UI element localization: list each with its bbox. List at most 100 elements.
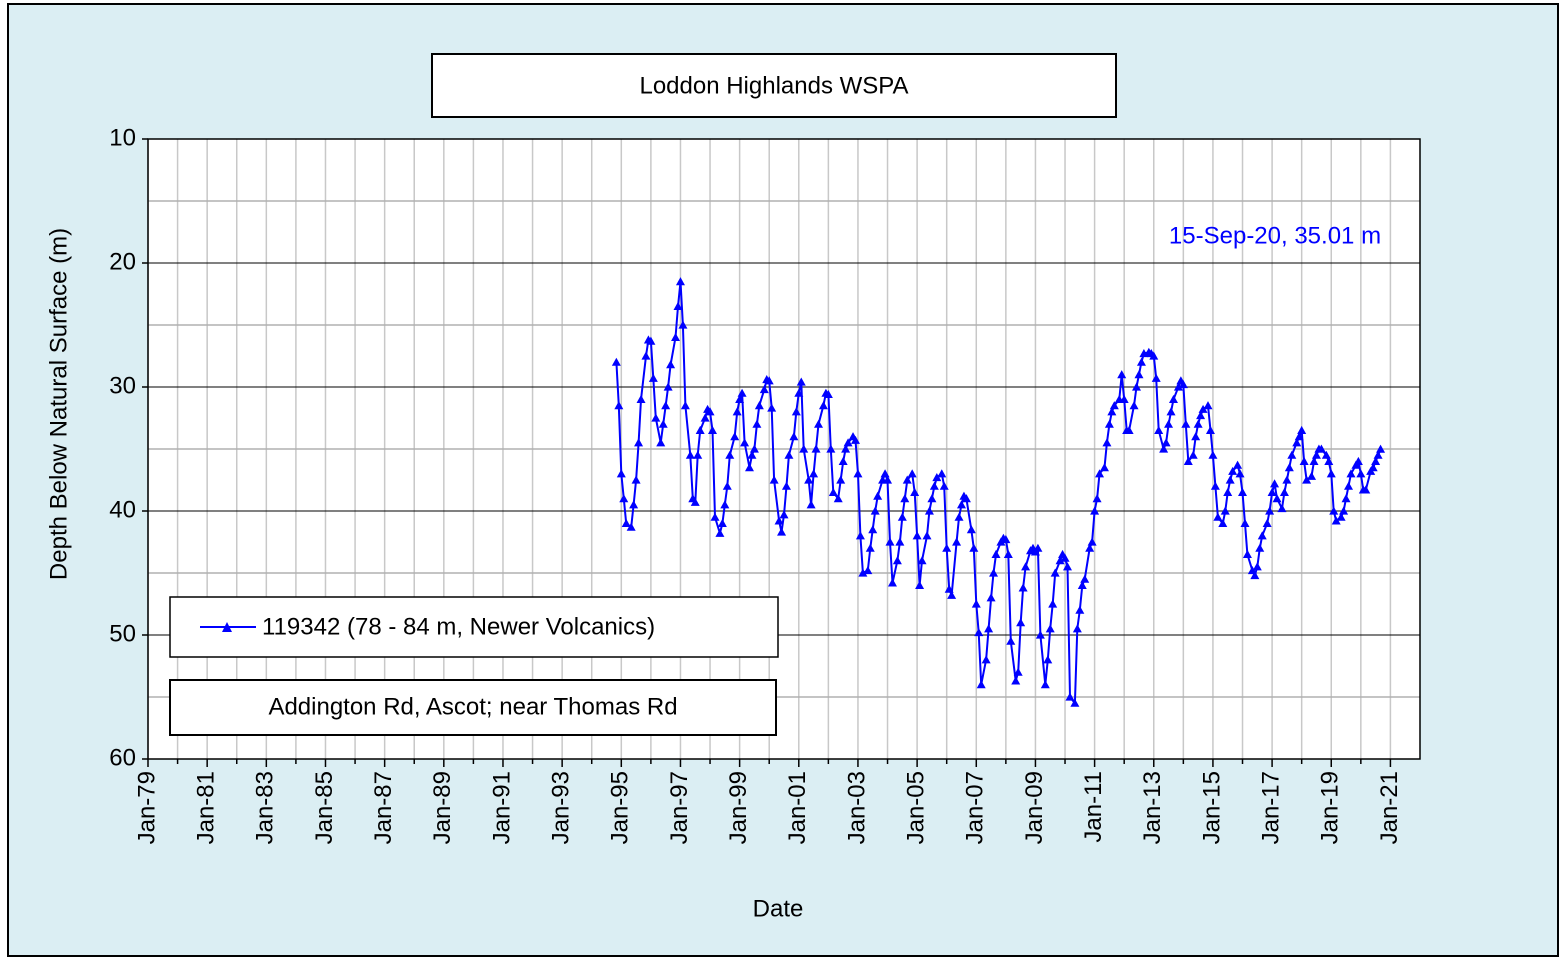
data-point [1282,475,1292,484]
x-tick-label: Jan-89 [429,771,456,844]
data-point [1099,463,1109,472]
data-point [1191,432,1201,441]
data-point [693,450,703,459]
data-point [1129,401,1139,410]
data-point [626,522,636,531]
data-point [1151,373,1161,382]
data-point [1016,618,1026,627]
data-point [1072,624,1082,633]
data-point [1210,481,1220,490]
data-point [1307,471,1317,480]
data-point [1006,636,1016,645]
data-point [796,377,806,386]
data-point [710,512,720,521]
data-point [971,599,981,608]
data-point [1331,516,1341,525]
data-point [961,494,971,503]
data-point [809,469,819,478]
data-point [1021,562,1031,571]
data-point [1233,460,1243,469]
data-point [811,444,821,453]
data-point [1255,543,1265,552]
data-point [984,624,994,633]
subtitle: Addington Rd, Ascot; near Thomas Rd [268,693,677,720]
data-point [1181,419,1191,428]
y-axis-label: Depth Below Natural Surface (m) [45,228,72,580]
data-point [1085,543,1095,552]
data-point [1045,624,1055,633]
x-axis-label: Date [753,895,804,922]
data-point [708,425,718,434]
data-point [1361,485,1371,494]
data-point [850,435,860,444]
data-point [976,680,986,689]
data-point [966,525,976,534]
x-tick-label: Jan-01 [784,771,811,844]
x-tick-label: Jan-09 [1021,771,1048,844]
data-point [814,419,824,428]
annotation: 15-Sep-20, 35.01 m [1169,222,1381,249]
data-point [1193,419,1203,428]
data-point [1183,456,1193,465]
x-tick-label: Jan-05 [902,771,929,844]
x-tick-label: Jan-87 [370,771,397,844]
data-point [833,494,843,503]
data-point [1107,407,1117,416]
data-point [1188,450,1198,459]
legend-marker [222,622,232,632]
x-tick-label: Jan-97 [666,771,693,844]
data-point [991,549,1001,558]
x-tick-label: Jan-07 [962,771,989,844]
data-point [1077,580,1087,589]
data-point [1242,549,1252,558]
data-point [1011,676,1021,685]
data-point [1368,463,1378,472]
data-point [678,320,688,329]
data-point [629,500,639,509]
data-point [634,438,644,447]
data-point [956,500,966,509]
data-point [744,463,754,472]
data-point [1003,549,1013,558]
data-point [749,444,759,453]
data-point [1018,583,1028,592]
data-point [900,494,910,503]
data-point [1356,469,1366,478]
data-point [818,401,828,410]
data-point [799,444,809,453]
data-point [1265,506,1275,515]
data-point [1324,456,1334,465]
y-tick-label: 50 [109,620,136,647]
data-point [974,628,984,637]
data-point [907,469,917,478]
y-tick-label: 30 [109,372,136,399]
data-point [673,301,683,310]
data-point [969,543,979,552]
data-point [1109,401,1119,410]
data-point [927,494,937,503]
data-point [671,332,681,341]
data-point [1235,469,1245,478]
data-point [631,475,641,484]
data-point [1297,425,1307,434]
data-point [1223,487,1233,496]
y-tick-label: 60 [109,744,136,771]
data-point [947,590,957,599]
x-tick-label: Jan-95 [607,771,634,844]
data-point [1284,463,1294,472]
data-point [939,481,949,490]
data-point [1040,680,1050,689]
data-point [781,481,791,490]
data-point [661,401,671,410]
data-point [828,487,838,496]
data-point [836,475,846,484]
y-tick-label: 40 [109,496,136,523]
data-point [944,584,954,593]
data-point [614,401,624,410]
data-point [769,475,779,484]
data-point [784,450,794,459]
data-point [774,516,784,525]
legend-label: 119342 (78 - 84 m, Newer Volcanics) [262,613,655,640]
data-point [1279,487,1289,496]
data-point [1164,419,1174,428]
